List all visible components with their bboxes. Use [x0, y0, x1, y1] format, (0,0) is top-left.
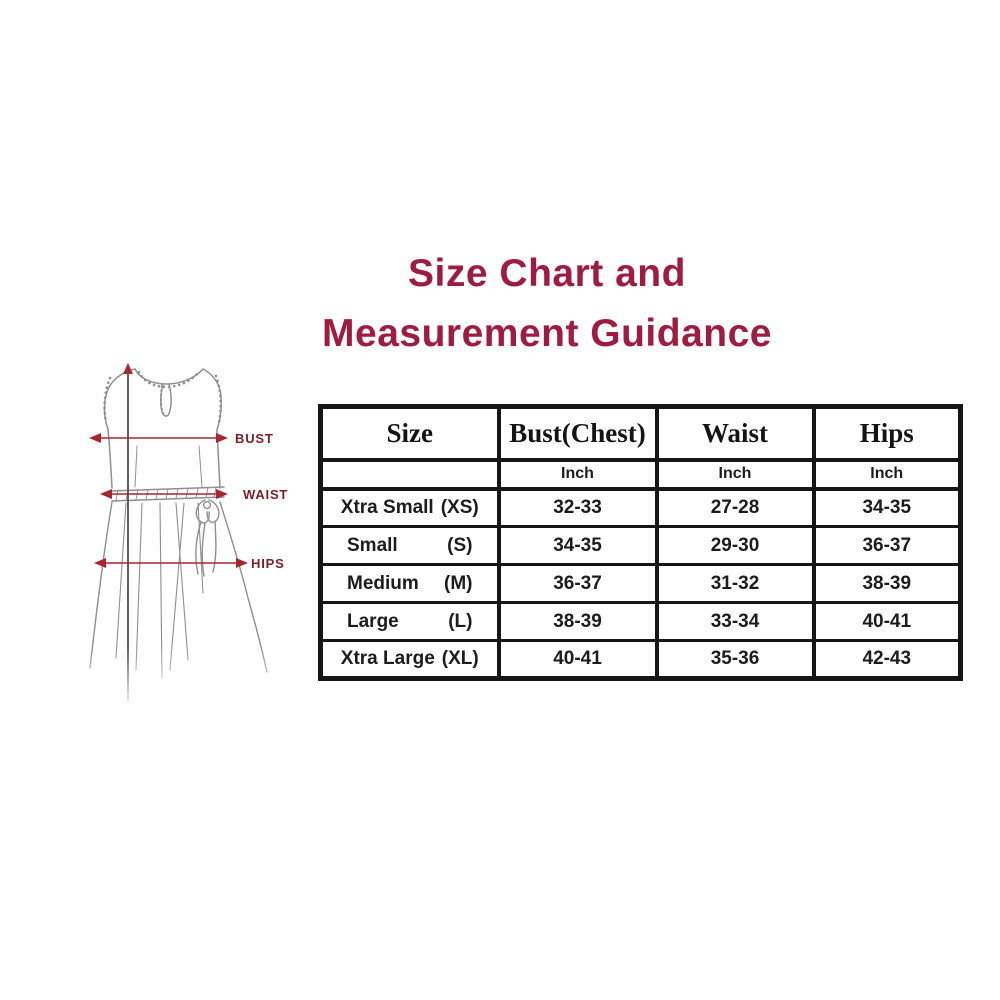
size-cell: Large (L): [318, 601, 501, 642]
unit-cell-size: [318, 458, 501, 491]
size-abbr: (XS): [440, 496, 479, 518]
hips-value: 42-43: [811, 639, 963, 680]
table-header-row: Size Bust(Chest) Waist Hips: [318, 405, 963, 462]
hips-arrow: [94, 558, 248, 568]
size-name: Xtra Small: [340, 496, 434, 518]
size-chart-table: Size Bust(Chest) Waist Hips Inch Inch In…: [318, 404, 963, 681]
page-title-line2: Measurement Guidance: [322, 312, 772, 355]
column-header-hips: Hips: [811, 405, 963, 462]
table-row-m: Medium (M) 36-37 31-32 38-39: [318, 563, 963, 604]
size-name: Medium: [347, 572, 419, 594]
bust-value: 36-37: [496, 563, 659, 604]
bust-value: 32-33: [496, 487, 659, 528]
size-name: Large: [347, 610, 399, 632]
size-abbr: (M): [444, 572, 473, 594]
bust-value: 38-39: [496, 601, 659, 642]
column-header-bust: Bust(Chest): [496, 405, 659, 462]
waist-sash-bow: [195, 499, 220, 577]
size-abbr: (L): [448, 610, 473, 632]
dress-sketch-svg: BUST WAIST HIPS: [70, 363, 310, 710]
waist-arrow: [100, 489, 228, 499]
hips-label: HIPS: [251, 556, 285, 571]
bust-value: 40-41: [496, 639, 659, 680]
skirt-fade: [70, 646, 310, 710]
unit-cell-bust: Inch: [496, 458, 659, 491]
size-abbr: (S): [447, 534, 473, 556]
bust-arrow: [89, 433, 228, 443]
hips-value: 36-37: [811, 525, 963, 566]
dress-outline: [103, 368, 225, 502]
size-name: Small: [347, 534, 398, 556]
waist-value: 35-36: [654, 639, 816, 680]
size-cell: Small (S): [318, 525, 501, 566]
size-cell: Xtra Small (XS): [318, 487, 501, 528]
table-row-l: Large (L) 38-39 33-34 40-41: [318, 601, 963, 642]
column-header-waist: Waist: [654, 405, 816, 462]
dress-skirt: [89, 501, 268, 679]
waist-value: 31-32: [654, 563, 816, 604]
table-row-s: Small (S) 34-35 29-30 36-37: [318, 525, 963, 566]
waist-value: 27-28: [654, 487, 816, 528]
units-row: Inch Inch Inch: [318, 458, 963, 491]
hips-value: 34-35: [811, 487, 963, 528]
length-arrowhead: [123, 363, 133, 374]
table-row-xl: Xtra Large (XL) 40-41 35-36 42-43: [318, 639, 963, 680]
dress-measurement-diagram: BUST WAIST HIPS: [70, 358, 310, 710]
size-chart-section: Size Bust(Chest) Waist Hips Inch Inch In…: [318, 404, 963, 681]
size-abbr: (XL): [441, 648, 479, 669]
page-title: Size Chart and Measurement Guidance: [94, 252, 1000, 356]
unit-cell-waist: Inch: [654, 458, 816, 491]
waist-label: WAIST: [243, 487, 288, 502]
size-cell: Xtra Large (XL): [318, 639, 501, 680]
waist-value: 33-34: [654, 601, 816, 642]
size-name: Xtra Large: [340, 648, 435, 669]
unit-cell-hips: Inch: [811, 458, 963, 491]
bust-label: BUST: [235, 431, 274, 446]
table-row-xs: Xtra Small (XS) 32-33 27-28 34-35: [318, 487, 963, 528]
waist-value: 29-30: [654, 525, 816, 566]
bust-value: 34-35: [496, 525, 659, 566]
hips-value: 40-41: [811, 601, 963, 642]
page-title-line1: Size Chart and: [408, 252, 686, 295]
hips-value: 38-39: [811, 563, 963, 604]
size-cell: Medium (M): [318, 563, 501, 604]
column-header-size: Size: [318, 405, 501, 462]
